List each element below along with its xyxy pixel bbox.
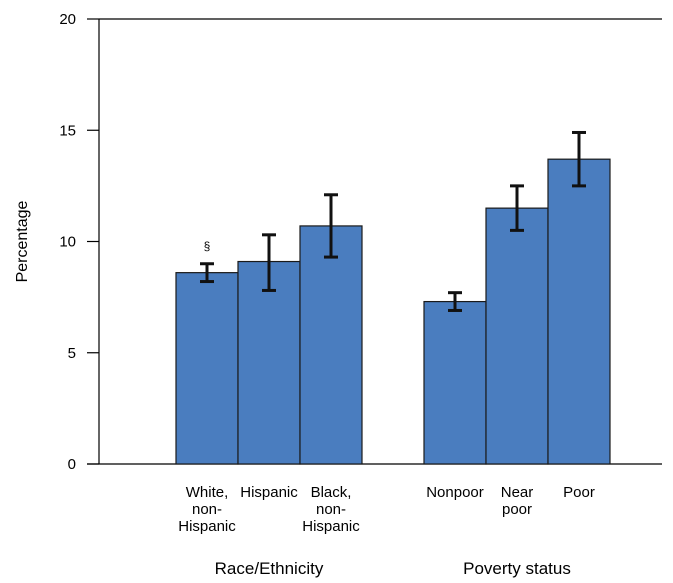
category-label-line: non- [316,501,346,518]
category-label-line: Poor [563,484,595,501]
category-label-line: Hispanic [302,518,360,535]
group-label-1: Poverty status [463,559,571,578]
y-tick-label-5: 5 [68,345,76,362]
category-label-line: White, [186,484,229,501]
bar-black-non-hispanic [299,225,363,465]
bar-hispanic [237,260,301,465]
category-label-hispanic: Hispanic [240,484,298,501]
bar-white-non-hispanic [175,272,239,465]
bars [175,158,611,465]
y-tick-label-20: 20 [59,11,76,28]
y-axis-title: Percentage [14,200,31,282]
category-label-line: Hispanic [178,518,236,535]
category-label-white-non-hispanic: White, non-Hispanic [178,484,236,535]
bar-near-poor [485,207,549,465]
group-label-0: Race/Ethnicity [215,559,324,578]
category-label-poor: Poor [563,484,595,501]
category-label-nonpoor: Nonpoor [426,484,484,501]
annotation-white-non-hispanic: § [204,239,211,253]
y-tick-label-10: 10 [59,234,76,251]
category-label-near-poor: Near poor [501,484,534,518]
category-label-black-non-hispanic: Black, non-Hispanic [302,484,360,535]
error-bars [200,130,586,312]
category-label-line: Hispanic [240,484,298,501]
bar-poor [547,158,611,465]
category-label-line: Black, [311,484,352,501]
category-label-line: Nonpoor [426,484,484,501]
bar-nonpoor [423,300,487,465]
y-tick-label-0: 0 [68,456,76,473]
category-label-line: non- [192,501,222,518]
category-label-line: Near [501,484,534,501]
category-label-line: poor [502,501,532,518]
y-tick-label-15: 15 [59,122,76,139]
